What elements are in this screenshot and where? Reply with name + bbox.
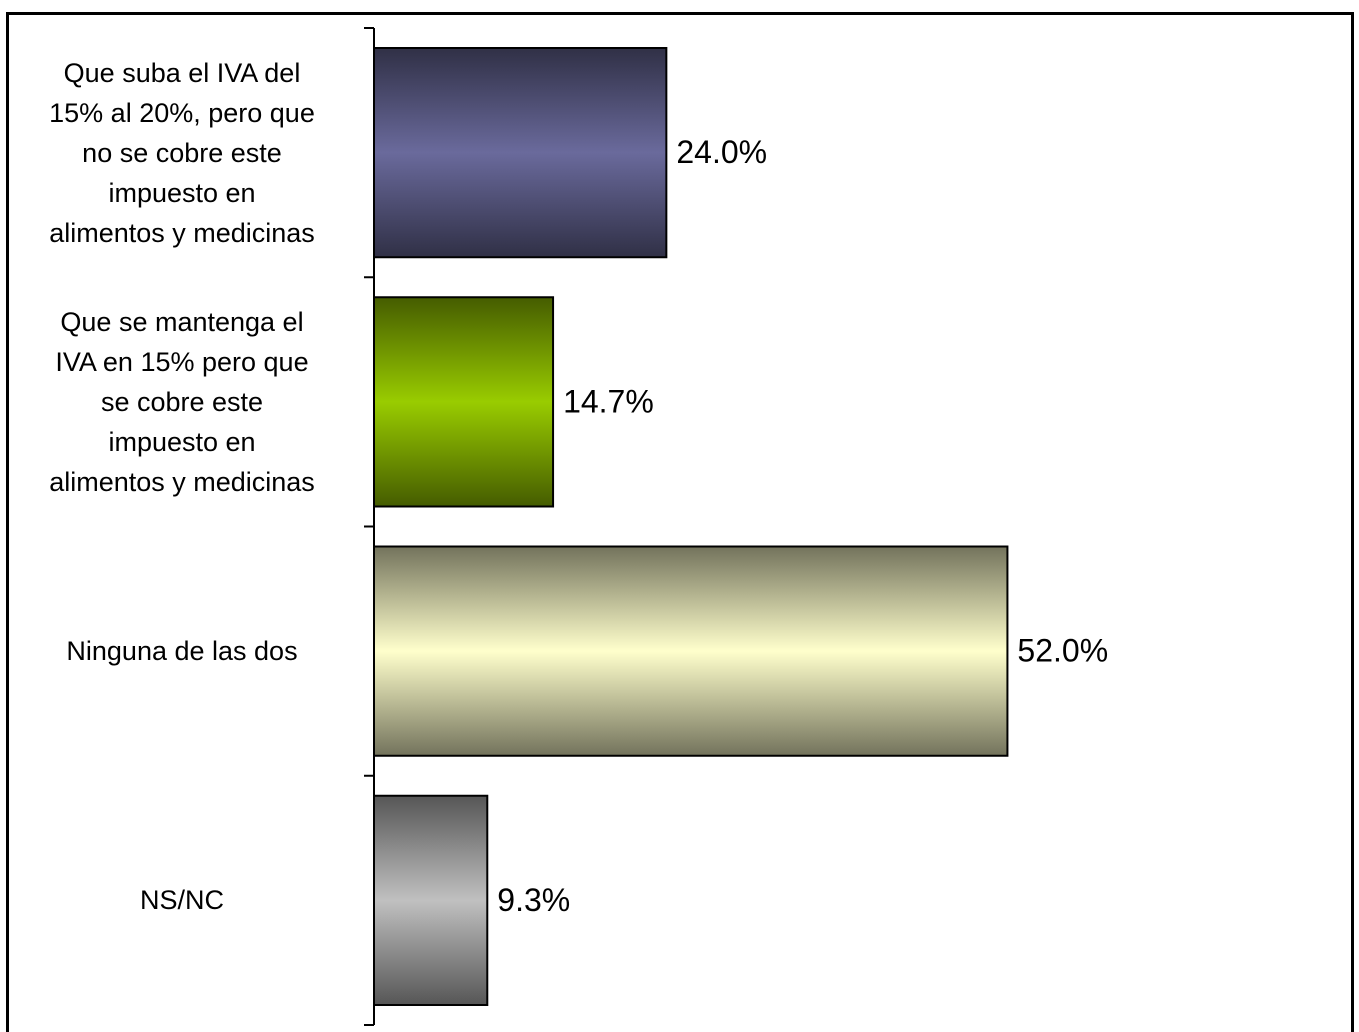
- bar: [373, 794, 489, 1006]
- data-label: 24.0%: [676, 134, 767, 170]
- bar: [373, 296, 555, 508]
- frame: [6, 12, 1354, 1032]
- data-label: 14.7%: [563, 383, 654, 419]
- y-tick-label: Que suba el IVA del 15% al 20%, pero que…: [49, 57, 315, 248]
- data-label: 9.3%: [497, 882, 570, 918]
- y-tick-label: Ninguna de las dos: [66, 636, 298, 667]
- bar: [373, 545, 1009, 757]
- bar: [373, 47, 668, 259]
- y-tick-label: NS/NC: [139, 885, 224, 916]
- data-label: 52.0%: [1017, 633, 1108, 669]
- y-tick-label: Que se mantenga el IVA en 15% pero que s…: [49, 306, 315, 497]
